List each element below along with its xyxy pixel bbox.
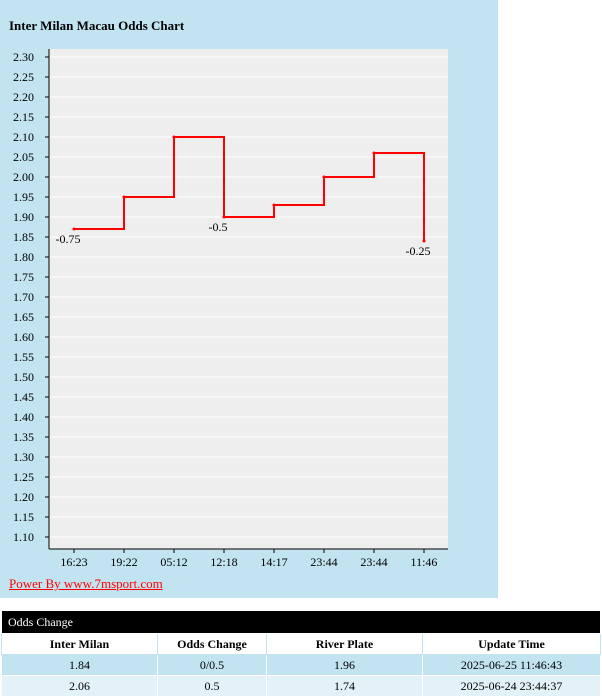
data-point xyxy=(222,215,226,219)
table-cell: 2025-06-24 23:44:37 xyxy=(422,675,601,697)
y-tick-label: 1.20 xyxy=(13,490,34,504)
table-row: 2.06 0.5 1.74 2025-06-24 23:44:37 xyxy=(1,675,601,697)
power-by-link[interactable]: Power By www.7msport.com xyxy=(9,576,163,591)
y-tick-label: 1.40 xyxy=(13,410,34,424)
y-tick-label: 2.05 xyxy=(13,150,34,164)
y-tick-label: 1.70 xyxy=(13,290,34,304)
y-tick-label: 1.15 xyxy=(13,510,34,524)
data-point xyxy=(272,203,276,207)
column-header: Odds Change xyxy=(157,633,267,655)
plot-area xyxy=(49,49,448,549)
handicap-annotation: -0.25 xyxy=(406,244,431,258)
y-tick-label: 2.00 xyxy=(13,170,34,184)
y-tick-label: 1.45 xyxy=(13,390,34,404)
y-tick-label: 2.20 xyxy=(13,90,34,104)
x-tick-label: 19:22 xyxy=(110,555,137,569)
handicap-annotation: -0.5 xyxy=(209,220,228,234)
table-cell: 1.96 xyxy=(266,654,423,676)
table-header-row: Inter Milan Odds Change River Plate Upda… xyxy=(1,633,601,655)
table-cell: 0.5 xyxy=(157,675,267,697)
chart-title: Inter Milan Macau Odds Chart xyxy=(9,18,185,33)
column-header: River Plate xyxy=(266,633,423,655)
table-cell: 1.84 xyxy=(1,654,158,676)
data-point xyxy=(72,227,76,231)
y-tick-label: 2.30 xyxy=(13,50,34,64)
x-tick-label: 16:23 xyxy=(60,555,87,569)
y-tick-label: 1.85 xyxy=(13,230,34,244)
x-tick-label: 14:17 xyxy=(260,555,287,569)
x-tick-label: 11:46 xyxy=(411,555,438,569)
data-point xyxy=(422,239,426,243)
table-cell: 2025-06-25 11:46:43 xyxy=(422,654,601,676)
column-header: Update Time xyxy=(422,633,601,655)
y-tick-label: 1.10 xyxy=(13,530,34,544)
y-tick-label: 1.55 xyxy=(13,350,34,364)
odds-change-table: Odds Change Inter Milan Odds Change Rive… xyxy=(1,610,601,697)
x-tick-label: 05:12 xyxy=(160,555,187,569)
x-tick-label: 23:44 xyxy=(360,555,387,569)
table-row: 1.84 0/0.5 1.96 2025-06-25 11:46:43 xyxy=(1,654,601,676)
data-point xyxy=(372,151,376,155)
y-tick-label: 2.10 xyxy=(13,130,34,144)
odds-chart-panel: Inter Milan Macau Odds Chart 2.30 2.25 2.2… xyxy=(0,0,498,598)
y-tick-label: 1.65 xyxy=(13,310,34,324)
y-tick-label: 1.30 xyxy=(13,450,34,464)
x-tick-label: 23:44 xyxy=(310,555,337,569)
y-tick-label: 1.60 xyxy=(13,330,34,344)
odds-series-line xyxy=(74,136,425,241)
handicap-annotation: -0.75 xyxy=(56,232,81,246)
odds-change-title: Odds Change xyxy=(1,610,601,634)
y-tick-label: 1.75 xyxy=(13,270,34,284)
y-tick-label: 1.50 xyxy=(13,370,34,384)
data-point xyxy=(322,175,326,179)
y-tick-label: 1.90 xyxy=(13,210,34,224)
y-tick-label: 1.80 xyxy=(13,250,34,264)
y-tick-label: 1.35 xyxy=(13,430,34,444)
table-cell: 1.74 xyxy=(266,675,423,697)
y-tick-label: 1.95 xyxy=(13,190,34,204)
data-point xyxy=(172,135,176,139)
odds-line-chart: 2.30 2.25 2.20 2.15 2.10 2.05 2.00 1.95 1.90 1.85… xyxy=(13,49,448,569)
table-cell: 2.06 xyxy=(1,675,158,697)
table-cell: 0/0.5 xyxy=(157,654,267,676)
column-header: Inter Milan xyxy=(1,633,158,655)
x-tick-label: 12:18 xyxy=(210,555,237,569)
y-tick-label: 2.25 xyxy=(13,70,34,84)
y-tick-label: 1.25 xyxy=(13,470,34,484)
data-point xyxy=(122,195,126,199)
y-tick-label: 2.15 xyxy=(13,110,34,124)
